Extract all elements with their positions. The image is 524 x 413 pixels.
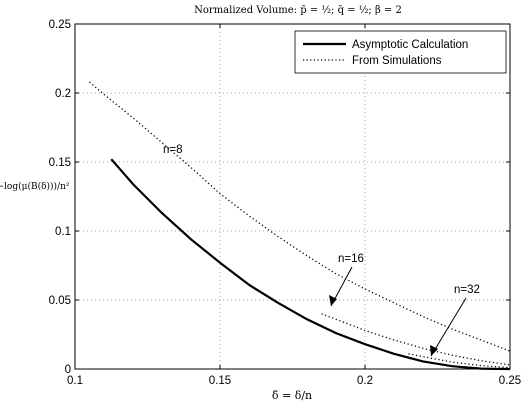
x-tick-label: 0.15	[209, 375, 231, 387]
plot-area	[74, 23, 511, 370]
legend-label-simulations: From Simulations	[352, 55, 442, 67]
x-tick-label: 0.25	[499, 375, 521, 387]
arrow-n32-shaft	[430, 297, 467, 357]
y-tick-label: 0	[65, 364, 71, 376]
series-line-2	[321, 313, 511, 366]
legend-label-asymptotic: Asymptotic Calculation	[352, 39, 468, 51]
series-group	[89, 81, 511, 371]
y-tick-label: 0.05	[49, 295, 71, 307]
legend: Asymptotic Calculation From Simulations	[294, 30, 507, 74]
annotation-n8: n=8	[163, 144, 183, 156]
y-axis-label: −log(μ(B(δ)))/n²	[0, 181, 70, 192]
y-tick-label: 0.15	[49, 157, 71, 169]
legend-box	[294, 30, 507, 74]
x-ticks: 0.1 0.15 0.2 0.25	[67, 24, 521, 387]
annotation-n16: n=16	[338, 253, 364, 265]
annotation-arrows	[329, 266, 467, 357]
y-tick-label: 0.25	[49, 19, 71, 31]
series-line-0	[110, 158, 511, 371]
x-axis-label: δ̄ = δ/n	[272, 389, 312, 402]
x-tick-label: 0.1	[67, 375, 83, 387]
y-tick-label: 0.2	[55, 88, 71, 100]
y-tick-label: 0.1	[55, 226, 71, 238]
arrow-n32-head	[430, 345, 438, 356]
grid	[75, 24, 510, 369]
series-line-1	[89, 81, 511, 352]
chart-title: Normalized Volume: p̄ = ½; q̄ = ½; β = 2	[194, 5, 402, 16]
x-tick-label: 0.2	[357, 375, 373, 387]
y-ticks: 0 0.05 0.1 0.15 0.2 0.25	[49, 19, 510, 376]
arrow-n16-head	[329, 295, 337, 306]
annotation-n32: n=32	[454, 284, 480, 296]
